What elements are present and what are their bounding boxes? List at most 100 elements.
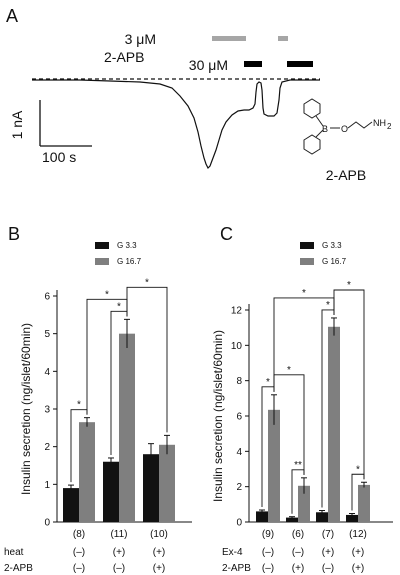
panel-b-cond-2-1: (+) [153,563,166,574]
conc-high-label: 30 μM [189,57,228,73]
panel-b-cond-0-1: (–) [73,563,85,574]
panel-c-bar-g2-s0 [316,512,328,522]
panel-b-sig-star-0: * [77,400,81,411]
panel-c-cond-3-0: (+) [352,547,365,558]
panel-c-sig-star-2: * [287,365,291,376]
panel-c-sig-star-5: * [356,464,360,475]
panel-c-n-label-0: (9) [262,529,274,540]
panel-c-cond-3-1: (+) [352,563,365,574]
panel-b-n-label-0: (8) [73,529,85,540]
panel-c-label: C [220,224,233,244]
panel-b-sig-star-2: * [105,289,109,300]
panel-b-bar-g0-s1 [79,422,95,522]
scale-bar [39,100,92,147]
panel-b-bar-g1-s0 [103,461,119,522]
panel-b-n-label-1: (11) [110,529,127,540]
oxygen-atom: O [341,124,348,134]
panel-b-ytick-label-0: 0 [44,518,50,529]
panel-b-ytick-label-3: 3 [44,405,50,416]
boron-atom: B [322,124,328,134]
panel-c-bar-g3-s1 [358,484,370,522]
panel-a: A 3 μM 2-APB 30 μM 1 nA 100 s B O NH 2 2 [6,6,392,183]
panel-c-sig-star-3: * [326,300,330,311]
panel-c-legend-swatch-1 [300,258,314,265]
bar-30uM-2 [287,61,313,67]
panel-c-bar-g1-s0 [286,517,298,522]
panel-b-sig-star-3: * [145,277,149,288]
panel-b-ytick-label-6: 6 [44,292,50,303]
panel-c-bar-g0-s1 [268,409,280,522]
panel-c-legend-swatch-0 [300,242,314,249]
panel-c-ylabel: Insulin secretion (ng/islet/60min) [211,330,225,502]
panel-b-label: B [8,224,20,244]
panel-b-ytick-label-1: 1 [44,480,50,491]
panel-b-legend-label-1: G 16.7 [117,257,142,266]
panel-b-legend-swatch-0 [95,242,109,249]
panel-b-n-label-2: (10) [150,529,168,540]
panel-c-sig-star-0: * [266,377,270,388]
panel-c-ytick-label-10: 10 [231,341,243,352]
current-trace [32,79,320,170]
panel-c-bar-g1-s1 [298,485,310,522]
panel-c-n-label-2: (7) [322,529,334,540]
panel-b-legend-label-0: G 3.3 [117,241,137,250]
panel-b-bar-g1-s1 [119,333,135,522]
panel-c-cond-label-0: Ex-4 [222,547,243,558]
panel-c-cond-1-0: (–) [292,547,304,558]
panel-c-ytick-label-4: 4 [236,447,242,458]
amine-group: NH [373,118,386,128]
panel-b-sig-star-1: * [117,301,121,312]
panel-c-cond-2-0: (+) [322,547,335,558]
panel-c-sig-bracket-6 [333,289,365,480]
panel-b-sig-bracket-3 [126,286,168,433]
panel-c-legend-label-0: G 3.3 [322,241,342,250]
panel-c-bar-g2-s1 [328,326,340,522]
panel-c-ytick-label-2: 2 [236,482,242,493]
scale-current-label: 1 nA [9,110,25,139]
panel-c-cond-0-1: (–) [262,563,274,574]
structure-name: 2-APB [326,167,366,183]
panel-c-bar-g3-s0 [346,514,358,522]
panel-c-bar-g0-s0 [256,511,268,522]
panel-c-cond-label-1: 2-APB [222,563,251,574]
panel-c-n-label-1: (6) [292,529,304,540]
panel-b: B G 3.3 G 16.7 0 1 2 3 4 5 6 Insulin secretion (n… [4,224,192,574]
2apb-structure: B O NH 2 [303,98,392,155]
panel-c-legend-label-1: G 16.7 [322,257,347,266]
panel-c-sig-star-6: * [347,280,351,291]
amine-subscript: 2 [387,122,392,131]
bar-3uM-2 [278,36,288,41]
bar-30uM-1 [244,61,262,67]
panel-b-ytick-label-2: 2 [44,442,50,453]
panel-b-ylabel: Insulin secretion (ng/islet/60min) [19,323,33,495]
panel-c: C G 3.3 G 16.7 0 2 4 6 8 10 12 Insulin secretion … [211,224,393,574]
panel-b-cond-label-0: heat [4,547,24,558]
panel-b-bar-g2-s1 [159,444,175,522]
conc-low-label: 3 μM [125,31,156,47]
panel-c-cond-0-0: (–) [262,547,274,558]
panel-b-cond-label-1: 2-APB [4,563,33,574]
panel-b-bar-g0-s0 [63,488,79,522]
panel-b-bar-g2-s0 [143,454,159,522]
panel-b-ytick-label-4: 4 [44,367,50,378]
panel-a-label: A [6,6,18,26]
bar-3uM-1 [212,36,246,41]
scale-time-label: 100 s [42,149,76,165]
panel-b-cond-1-0: (+) [113,547,126,558]
panel-c-cond-2-1: (–) [322,563,334,574]
panel-c-ytick-label-0: 0 [236,518,242,529]
panel-c-cond-1-1: (+) [292,563,305,574]
panel-b-cond-2-0: (+) [153,547,166,558]
drug-label: 2-APB [104,49,144,65]
panel-b-ytick-label-5: 5 [44,329,50,340]
panel-c-sig-star-4: * [302,288,306,299]
panel-b-legend-swatch-1 [95,258,109,265]
panel-c-sig-star-1: ** [294,460,302,471]
panel-c-n-label-3: (12) [349,529,367,540]
panel-c-ytick-label-8: 8 [236,376,242,387]
panel-b-cond-0-0: (–) [73,547,85,558]
panel-c-ytick-label-6: 6 [236,412,242,423]
panel-c-ytick-label-12: 12 [231,306,243,317]
panel-b-cond-1-1: (–) [113,563,125,574]
